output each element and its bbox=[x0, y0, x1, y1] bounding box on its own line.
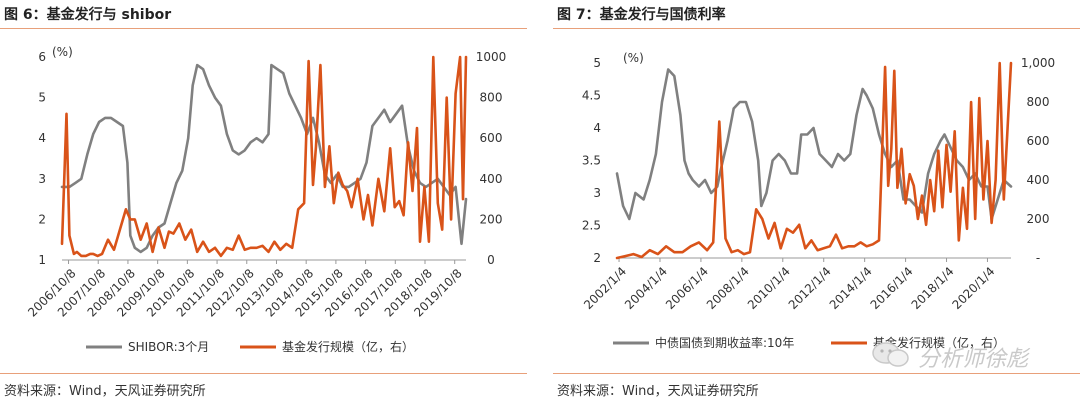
y-tick-label: 5 bbox=[593, 56, 601, 70]
legend-label: SHIBOR:3个月 bbox=[128, 340, 209, 354]
y-axis-unit-label: (%) bbox=[623, 51, 644, 65]
legend-label: 中债国债到期收益率:10年 bbox=[655, 335, 794, 350]
legend-label: 基金发行规模（亿，右） bbox=[873, 335, 1005, 350]
y2-tick-label: 0 bbox=[487, 253, 495, 267]
y-tick-label: 3 bbox=[593, 186, 601, 200]
y-tick-label: 6 bbox=[38, 50, 46, 64]
x-tick-label: 2018/1/4 bbox=[909, 264, 957, 312]
y-tick-label: 2 bbox=[38, 212, 46, 226]
y-tick-label: 2 bbox=[593, 251, 601, 265]
x-tick-label: 2016/1/4 bbox=[868, 264, 916, 312]
series-line-grey bbox=[60, 63, 468, 254]
y-tick-label: 4 bbox=[593, 121, 601, 135]
x-tick-label: 2004/1/4 bbox=[622, 264, 670, 312]
y2-tick-label: - bbox=[1036, 251, 1040, 265]
right-title-rule bbox=[553, 28, 1080, 29]
x-tick-label: 2014/1/4 bbox=[827, 264, 875, 312]
series-line-orange bbox=[615, 61, 1013, 260]
y2-tick-label: 400 bbox=[480, 172, 503, 186]
y-tick-label: 2.5 bbox=[582, 219, 601, 233]
y-tick-label: 3 bbox=[38, 172, 46, 186]
series-line-orange bbox=[60, 55, 468, 258]
y2-tick-label: 200 bbox=[1027, 212, 1050, 226]
right-source-rule bbox=[553, 373, 1080, 374]
y2-tick-label: 200 bbox=[480, 212, 503, 226]
x-tick-label: 2008/1/4 bbox=[704, 264, 752, 312]
y-axis-unit-label: (%) bbox=[52, 45, 73, 59]
series-line-grey bbox=[615, 68, 1013, 221]
left-source-note: 资料来源：Wind，天风证券研究所 bbox=[4, 384, 206, 399]
wechat-bubble-icon bbox=[872, 342, 909, 367]
x-tick-label: 2012/1/4 bbox=[786, 264, 834, 312]
left-chart: (%)123456020040060080010002006/10/82007/… bbox=[25, 45, 507, 354]
x-tick-label: 2006/1/4 bbox=[663, 264, 711, 312]
y2-tick-label: 400 bbox=[1027, 173, 1050, 187]
x-tick-label: 2002/1/4 bbox=[581, 264, 629, 312]
left-title-rule bbox=[0, 28, 527, 29]
left-figure-panel: 图 6：基金发行与 shibor (%) 1 2 3 4 5 6 0 200 400 600 800 1… bbox=[0, 0, 527, 402]
legend-label: 基金发行规模（亿，右） bbox=[282, 339, 414, 354]
y2-tick-label: 800 bbox=[1027, 95, 1050, 109]
y2-tick-label: 1000 bbox=[476, 50, 507, 64]
x-tick-label: 2010/1/4 bbox=[745, 264, 793, 312]
right-source-note: 资料来源：Wind，天风证券研究所 bbox=[557, 384, 759, 399]
y-tick-label: 4.5 bbox=[582, 89, 601, 103]
y-tick-label: 5 bbox=[38, 91, 46, 105]
y2-tick-label: 800 bbox=[480, 91, 503, 105]
y-tick-label: 1 bbox=[38, 253, 46, 267]
y2-tick-label: 1,000 bbox=[1021, 56, 1055, 70]
y2-tick-label: 600 bbox=[1027, 134, 1050, 148]
y2-tick-label: 600 bbox=[480, 131, 503, 145]
right-figure-title: 图 7：基金发行与国债利率 bbox=[557, 7, 726, 23]
right-figure-panel: 图 7：基金发行与国债利率 (%) 2 2.5 3 3.5 4 4.5 5 - 200 400 600… bbox=[553, 0, 1080, 402]
y-tick-label: 3.5 bbox=[582, 154, 601, 168]
watermark: 分析师徐彪 bbox=[870, 340, 1075, 372]
right-chart: (%) 2 2.5 3 3.5 4 4.5 5 - 200 400 600 800 1,000 2002/1… bbox=[581, 51, 1055, 350]
left-source-rule bbox=[0, 373, 527, 374]
x-tick-label: 2020/1/4 bbox=[950, 264, 998, 312]
watermark-text: 分析师徐彪 bbox=[918, 347, 1029, 372]
left-figure-title: 图 6：基金发行与 shibor bbox=[4, 7, 172, 23]
y-tick-label: 4 bbox=[38, 131, 46, 145]
